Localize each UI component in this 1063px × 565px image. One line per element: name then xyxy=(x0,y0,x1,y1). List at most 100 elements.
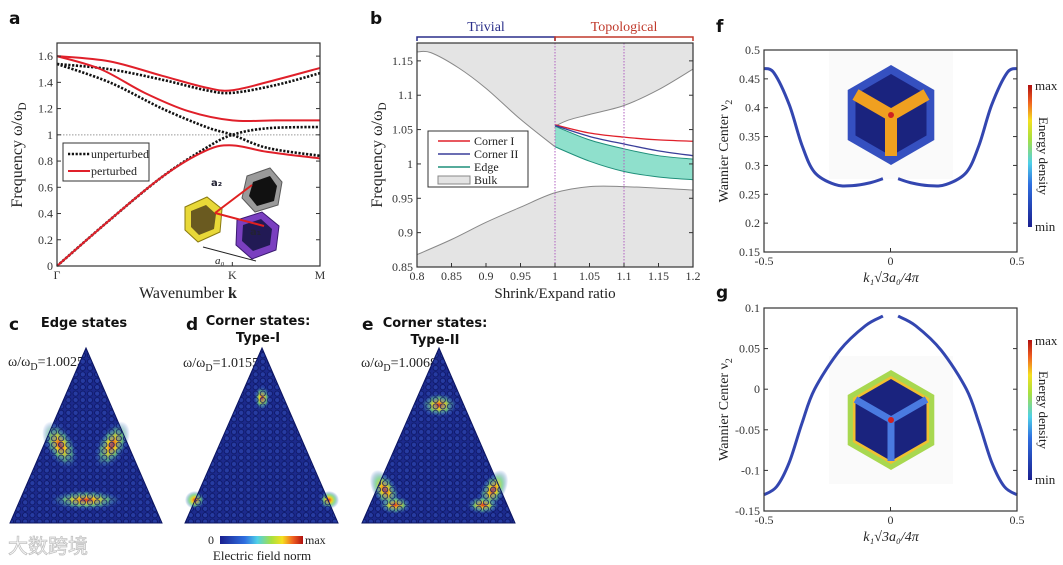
panel-g-ylabel: Wannier Center ν2 xyxy=(717,358,735,461)
panel-f-colorbar xyxy=(1028,85,1032,227)
panel-f-ytick-label: 0.35 xyxy=(739,130,760,144)
bulk-boundary xyxy=(416,50,556,148)
panel-c-edge-states: Edge states ω/ωD=1.0025 xyxy=(8,316,163,524)
electric-field-colorbar: 0 max Electric field norm xyxy=(208,533,326,563)
panel-d-subtitle: Type-I xyxy=(236,331,280,346)
panel-label-c: c xyxy=(9,315,19,335)
hexagonal-lattice-cells xyxy=(9,346,163,524)
cube-edge-field xyxy=(853,396,893,424)
panel-b-xtick-label: 0.95 xyxy=(510,269,531,283)
colorbar-max-label: max xyxy=(305,533,326,547)
panel-label-g: g xyxy=(716,283,728,303)
panel-a-ytick-label: 0.6 xyxy=(38,180,53,194)
cube-edge-field xyxy=(887,89,930,121)
panel-f-ytick-label: 0.25 xyxy=(739,187,760,201)
colorbar-gradient xyxy=(220,536,303,544)
legend-label-perturbed: perturbed xyxy=(91,164,137,178)
panel-a-ytick-label: 1.6 xyxy=(38,49,53,63)
panel-f-colorbar-min: min xyxy=(1035,219,1056,234)
panel-a-xtick-label: K xyxy=(228,268,237,282)
wannier-center-curve xyxy=(763,67,884,188)
field-map-edge-states xyxy=(9,346,163,524)
panel-f-ytick-label: 0.45 xyxy=(739,72,760,86)
panel-g-colorbar xyxy=(1028,340,1032,480)
legend-b: Corner I Corner II Edge Bulk xyxy=(427,130,529,188)
bulk-boundary xyxy=(554,68,694,127)
cube-edge-field xyxy=(852,89,895,121)
panel-a-xlabel: Wavenumber k xyxy=(139,285,237,302)
panel-b-ytick-label: 1.15 xyxy=(392,54,413,68)
panel-a-ytick-label: 1.4 xyxy=(38,75,53,89)
hexagonal-lattice-cells xyxy=(361,346,516,524)
panel-f-xtick-label: 0 xyxy=(888,254,894,268)
panel-d-title: Corner states: xyxy=(206,314,311,329)
panel-b-xtick-label: 0.85 xyxy=(441,269,462,283)
inset-label-a2: a₂ xyxy=(211,178,222,189)
panel-a-xtick-label: M xyxy=(315,268,326,282)
region-label-topological: Topological xyxy=(591,20,658,35)
panel-label-f: f xyxy=(716,17,724,37)
panel-f-ytick-label: 0.2 xyxy=(745,216,760,230)
panel-g-colorbar-min: min xyxy=(1035,472,1056,487)
panel-g-colorbar-max: max xyxy=(1035,333,1058,348)
panel-label-e: e xyxy=(362,315,374,335)
panel-e-corner-type-ii: Corner states: Type-II ω/ωD=1.0068 xyxy=(361,316,516,524)
perturbed-band-3 xyxy=(56,55,321,92)
panel-a-xtick-label: Γ xyxy=(54,268,61,282)
legend-a: unperturbed perturbed xyxy=(62,142,150,182)
panel-f-xtick-label: -0.5 xyxy=(755,254,774,268)
panel-a-ytick-label: 0.8 xyxy=(38,154,53,168)
panel-b-ytick-label: 0.85 xyxy=(392,260,413,274)
panel-g-xtick-label: -0.5 xyxy=(755,513,774,527)
legend-label-corner-ii: Corner II xyxy=(474,147,518,161)
panel-g-ytick-label: 0.1 xyxy=(745,301,760,315)
panel-f-colorbar-max: max xyxy=(1035,78,1058,93)
panel-label-a: a xyxy=(9,9,20,29)
panel-g-ytick-label: -0.15 xyxy=(735,504,760,518)
panel-a-ytick-label: 0.2 xyxy=(38,233,53,247)
panel-a-ytick-label: 1 xyxy=(47,128,53,142)
panel-c-frequency: ω/ωD=1.0025 xyxy=(8,355,84,373)
panel-f-ytick-label: 0.4 xyxy=(745,101,760,115)
panel-g-xtick-label: 0.5 xyxy=(1010,513,1025,527)
panel-g-ytick-label: -0.05 xyxy=(735,423,760,437)
inset-label-a1: a₁ xyxy=(250,227,261,238)
watermark-logo: 大数跨境 xyxy=(8,534,88,558)
wannier-center-curve xyxy=(897,67,1018,188)
panel-d-frequency: ω/ωD=1.0155 xyxy=(183,356,259,374)
cube-edge-field xyxy=(889,396,929,424)
panel-f-ytick-label: 0.5 xyxy=(745,43,760,57)
panel-g-ytick-label: -0.1 xyxy=(741,463,760,477)
panel-b-xlabel: Shrink/Expand ratio xyxy=(494,286,615,302)
legend-label-corner-i: Corner I xyxy=(474,134,514,148)
panel-e-title: Corner states: xyxy=(383,316,488,331)
hexagonal-lattice-cells xyxy=(184,346,339,524)
colorbar-min-label: 0 xyxy=(208,533,214,547)
lattice-inset: a₂ a₁ a₀ xyxy=(184,167,283,267)
panel-g-xlabel: k₁√3a₀/4π xyxy=(863,530,920,545)
region-label-trivial: Trivial xyxy=(467,20,505,35)
field-map-corner-type-ii xyxy=(361,346,516,524)
bulk-region-upper-trivial xyxy=(417,43,555,147)
panel-b-xtick-label: 1.15 xyxy=(648,269,669,283)
panel-g-wannier: -0.15 -0.1 -0.05 0 0.05 0.1 -0.5 0 0.5 Wannier Ce… xyxy=(717,301,1058,545)
bulk-boundary xyxy=(416,185,694,256)
bulk-region-upper-topological xyxy=(555,43,693,127)
region-bracket-trivial xyxy=(416,36,556,41)
field-map-corner-type-i xyxy=(184,346,339,524)
panel-a-ytick-label: 0 xyxy=(47,259,53,273)
panel-f-ylabel: Wannier Center ν2 xyxy=(717,100,735,203)
edge-band xyxy=(555,126,693,180)
panel-label-b: b xyxy=(370,9,382,29)
wannier-center-curve xyxy=(897,314,1018,497)
panel-g-xtick-label: 0 xyxy=(888,513,894,527)
panel-f-xtick-label: 0.5 xyxy=(1010,254,1025,268)
panel-g-ytick-label: 0 xyxy=(754,382,760,396)
panel-f-xlabel: k₁√3a₀/4π xyxy=(863,271,920,286)
panel-g-ytick-label: 0.05 xyxy=(739,342,760,356)
colorbar-title: Electric field norm xyxy=(213,548,311,563)
panel-b-ytick-label: 1.05 xyxy=(392,123,413,137)
panel-b-xtick-label: 1 xyxy=(552,269,558,283)
